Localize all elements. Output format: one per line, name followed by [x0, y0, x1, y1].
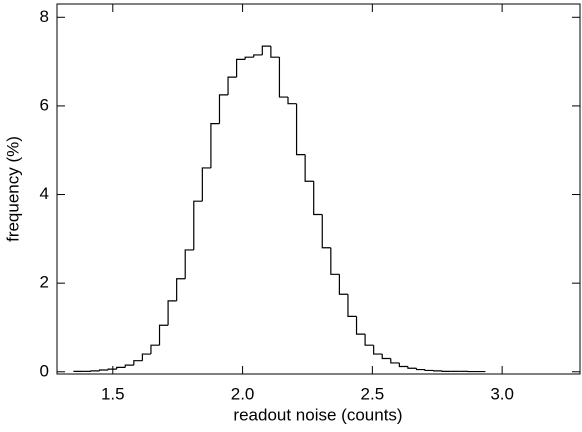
histogram-bin: [201, 167, 211, 202]
histogram-bin: [304, 154, 314, 182]
histogram-bin: [270, 46, 280, 58]
histogram-bin: [287, 97, 297, 105]
histogram-bin: [313, 181, 323, 216]
plot-frame: [56, 3, 581, 375]
histogram-bin: [364, 334, 374, 346]
x-tick-label: 2.5: [361, 384, 385, 403]
histogram-bin: [330, 247, 340, 275]
y-tick-label: 0: [40, 361, 49, 380]
histogram-bin: [141, 353, 151, 361]
histogram-bin: [355, 316, 366, 335]
histogram-bin: [158, 324, 169, 346]
histogram-bin: [107, 368, 117, 371]
x-tick-label: 3.0: [490, 384, 514, 403]
histogram-bin: [116, 366, 126, 370]
histogram-bin: [150, 344, 160, 355]
histogram-bin: [210, 123, 220, 168]
histogram-bin: [373, 345, 383, 355]
x-axis-label: readout noise (counts): [233, 405, 402, 424]
histogram-bin: [98, 369, 109, 371]
histogram-bin: [398, 362, 408, 368]
histogram-bin: [381, 354, 391, 360]
y-tick-label: 2: [40, 273, 49, 292]
histogram-bin: [184, 249, 194, 279]
y-tick-label: 8: [40, 7, 49, 26]
histogram-bin: [278, 57, 289, 98]
y-axis-label: frequency (%): [3, 136, 22, 242]
histogram-bin: [244, 56, 254, 60]
x-tick-label: 1.5: [101, 384, 125, 403]
histogram-bin: [227, 76, 237, 95]
histogram-bin: [261, 45, 271, 55]
histogram-bin: [321, 214, 331, 249]
histogram-bin: [407, 366, 417, 369]
histogram-bin: [295, 103, 306, 156]
x-tick-label: 2.0: [231, 384, 255, 403]
histogram-bin: [253, 54, 263, 58]
histogram-bin: [415, 368, 426, 371]
histogram-bin: [124, 364, 134, 368]
histogram-bin: [167, 300, 177, 326]
histogram-bin: [193, 200, 203, 250]
y-tick-label: 6: [40, 95, 49, 114]
histogram-bin: [236, 58, 246, 78]
histogram-bin: [338, 274, 348, 295]
y-tick-label: 4: [40, 184, 49, 203]
histogram-bin: [390, 358, 400, 364]
histogram-bin: [133, 360, 143, 366]
histogram-bin: [347, 294, 357, 317]
histogram-bin: [218, 94, 229, 124]
histogram-bin: [424, 369, 434, 372]
histogram-bin: [176, 278, 186, 301]
